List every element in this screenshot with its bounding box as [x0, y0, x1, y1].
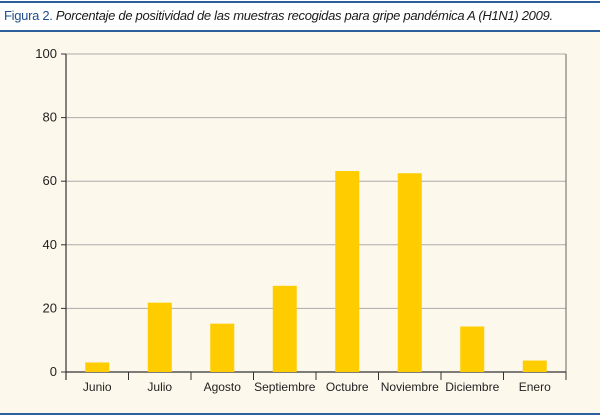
figure-caption: Porcentaje de positividad de las muestra… [55, 8, 553, 23]
y-tick-label: 60 [43, 173, 57, 188]
bar-agosto [210, 323, 235, 372]
x-tick-label: Diciembre [445, 380, 499, 394]
bar-enero [522, 360, 547, 372]
chart-panel [0, 32, 600, 413]
y-tick-label: 40 [43, 237, 57, 252]
y-tick-label: 80 [43, 110, 57, 125]
figure-label: Figura 2. [4, 8, 53, 23]
title-divider [0, 30, 600, 32]
bottom-border [0, 413, 600, 415]
bar-julio [147, 302, 172, 372]
bar-diciembre [460, 326, 485, 372]
y-tick-label: 0 [50, 364, 57, 379]
x-tick-label: Julio [147, 380, 172, 394]
x-tick-label: Junio [83, 380, 112, 394]
x-tick-label: Septiembre [254, 380, 316, 394]
y-tick-label: 100 [35, 46, 57, 61]
top-border [0, 1, 600, 3]
bar-septiembre [272, 285, 297, 372]
bar-octubre [335, 171, 360, 372]
x-tick-label: Octubre [326, 380, 369, 394]
x-tick-label: Noviembre [381, 380, 439, 394]
x-tick-label: Agosto [204, 380, 242, 394]
x-tick-label: Enero [519, 380, 551, 394]
bar-noviembre [397, 173, 422, 372]
y-tick-label: 20 [43, 300, 57, 315]
bar-junio [85, 362, 110, 372]
figure-title: Figura 2. Porcentaje de positividad de l… [4, 8, 596, 23]
